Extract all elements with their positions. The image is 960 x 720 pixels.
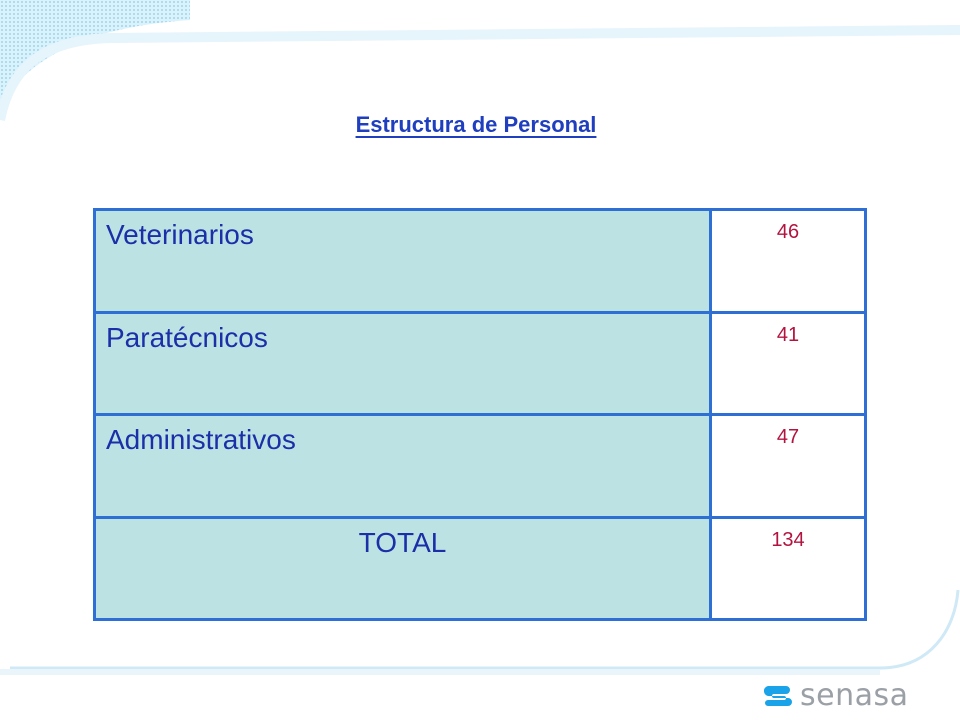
senasa-logo-icon bbox=[764, 686, 792, 706]
total-value: 134 bbox=[710, 515, 867, 621]
senasa-logo: senasa bbox=[764, 680, 909, 712]
logo-text: senasa bbox=[800, 678, 909, 713]
total-label: TOTAL bbox=[93, 515, 712, 621]
table-total-row: TOTAL 134 bbox=[93, 515, 867, 621]
table-row: Paratécnicos 41 bbox=[93, 310, 867, 416]
row-value: 41 bbox=[710, 310, 867, 416]
table-row: Administrativos 47 bbox=[93, 413, 867, 519]
row-label: Paratécnicos bbox=[93, 310, 712, 416]
row-label: Administrativos bbox=[93, 413, 712, 519]
row-label: Veterinarios bbox=[93, 208, 712, 314]
row-value: 46 bbox=[710, 208, 867, 314]
page-title: Estructura de Personal bbox=[355, 112, 597, 137]
table-row: Veterinarios 46 bbox=[93, 208, 867, 314]
row-value: 47 bbox=[710, 413, 867, 519]
staff-table: Veterinarios 46 Paratécnicos 41 Administ… bbox=[93, 208, 867, 621]
